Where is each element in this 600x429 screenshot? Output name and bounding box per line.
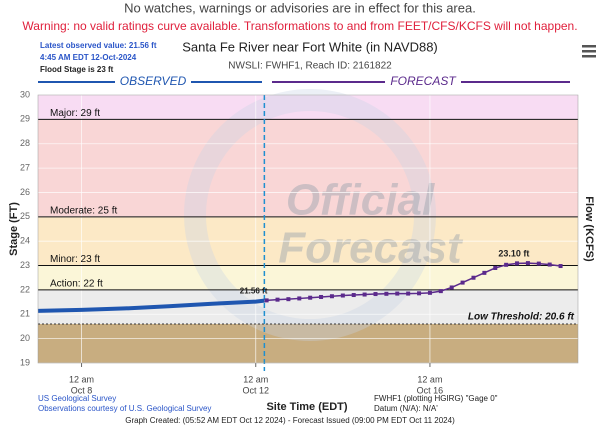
forecast-point bbox=[406, 291, 411, 296]
forecast-point bbox=[427, 290, 432, 295]
forecast-point bbox=[525, 261, 530, 266]
y-tick-label: 22 bbox=[20, 284, 30, 294]
forecast-point bbox=[438, 289, 443, 294]
y-tick-label: 24 bbox=[20, 236, 30, 246]
footer-source: Observations courtesy of U.S. Geological… bbox=[38, 404, 211, 413]
forecast-point bbox=[547, 262, 552, 267]
forecast-point bbox=[286, 297, 291, 302]
y-tick-label: 30 bbox=[20, 89, 30, 99]
watermark: Forecast bbox=[278, 224, 464, 273]
latest-time: 4:45 AM EDT 12-Oct-2024 bbox=[40, 53, 137, 62]
x-tick-label: Oct 8 bbox=[71, 385, 93, 395]
legend-label: OBSERVED bbox=[120, 74, 187, 88]
x-tick-label: 12 am bbox=[243, 374, 268, 384]
x-tick-label: Oct 12 bbox=[242, 385, 269, 395]
band bbox=[38, 95, 578, 120]
chart-title: Santa Fe River near Fort White (in NAVD8… bbox=[182, 39, 438, 54]
y-axis-label: Stage (FT) bbox=[8, 202, 20, 256]
y-tick-label: 20 bbox=[20, 333, 30, 343]
forecast-point bbox=[319, 294, 324, 299]
band bbox=[38, 265, 578, 290]
forecast-point bbox=[558, 264, 563, 269]
flood-stage: Flood Stage is 23 ft bbox=[40, 65, 114, 74]
x-axis-label: Site Time (EDT) bbox=[266, 401, 347, 413]
footer-created: Graph Created: (05:52 AM EDT Oct 12 2024… bbox=[125, 416, 455, 425]
y-tick-label: 21 bbox=[20, 309, 30, 319]
threshold-label: Moderate: 25 ft bbox=[50, 205, 117, 216]
forecast-point bbox=[351, 293, 356, 298]
forecast-point bbox=[515, 261, 520, 266]
forecast-point bbox=[308, 295, 313, 300]
plot-area: OfficialForecast192021222324252627282930… bbox=[20, 74, 579, 395]
y-tick-label: 19 bbox=[20, 357, 30, 367]
threshold-label: Minor: 23 ft bbox=[50, 254, 100, 265]
y-tick-label: 28 bbox=[20, 138, 30, 148]
footer-source: US Geological Survey bbox=[38, 394, 116, 403]
forecast-point bbox=[417, 291, 422, 296]
y-tick-label: 25 bbox=[20, 211, 30, 221]
observed-label: 21.56 ft bbox=[240, 287, 268, 296]
forecast-point bbox=[329, 294, 334, 299]
x-tick-label: Oct 16 bbox=[417, 385, 444, 395]
forecast-point bbox=[449, 285, 454, 290]
forecast-point bbox=[395, 291, 400, 296]
forecast-point bbox=[264, 298, 269, 303]
x-tick-label: 12 am bbox=[417, 374, 442, 384]
band bbox=[38, 324, 578, 363]
threshold-label: Major: 29 ft bbox=[50, 108, 100, 119]
warning: Warning: no valid ratings curve availabl… bbox=[22, 19, 577, 33]
threshold-label: Action: 22 ft bbox=[50, 279, 103, 290]
notice: No watches, warnings or advisories are i… bbox=[124, 0, 476, 15]
latest-observed: Latest observed value: 21.56 ft bbox=[40, 41, 157, 50]
forecast-point bbox=[493, 265, 498, 270]
forecast-point bbox=[373, 292, 378, 297]
forecast-point bbox=[275, 297, 280, 302]
chart-subtitle: NWSLI: FWHF1, Reach ID: 2161822 bbox=[228, 61, 392, 72]
legend-label: FORECAST bbox=[390, 74, 457, 88]
footer-datum: Datum (N/A): N/A' bbox=[374, 404, 438, 413]
y-tick-label: 26 bbox=[20, 187, 30, 197]
y-tick-label: 27 bbox=[20, 162, 30, 172]
low-threshold-label: Low Threshold: 20.6 ft bbox=[468, 312, 575, 323]
y-tick-label: 29 bbox=[20, 114, 30, 124]
menu-icon[interactable] bbox=[582, 45, 596, 58]
forecast-point bbox=[384, 291, 389, 296]
forecast-point bbox=[536, 261, 541, 266]
peak-label: 23.10 ft bbox=[498, 248, 529, 258]
forecast-point bbox=[504, 262, 509, 267]
series-line bbox=[37, 298, 265, 313]
forecast-point bbox=[471, 275, 476, 280]
y-tick-label: 23 bbox=[20, 260, 30, 270]
y2-axis-label: Flow (KCFS) bbox=[583, 196, 595, 262]
forecast-point bbox=[482, 270, 487, 275]
footer-gage: FWHF1 (plotting HGIRG) "Gage 0" bbox=[374, 394, 498, 403]
forecast-point bbox=[297, 296, 302, 301]
forecast-point bbox=[362, 292, 367, 297]
forecast-point bbox=[460, 280, 465, 285]
series-line bbox=[266, 262, 561, 302]
forecast-point bbox=[340, 293, 345, 298]
watermark-logo bbox=[184, 89, 436, 341]
x-tick-label: 12 am bbox=[69, 374, 94, 384]
plot-border bbox=[37, 94, 579, 364]
